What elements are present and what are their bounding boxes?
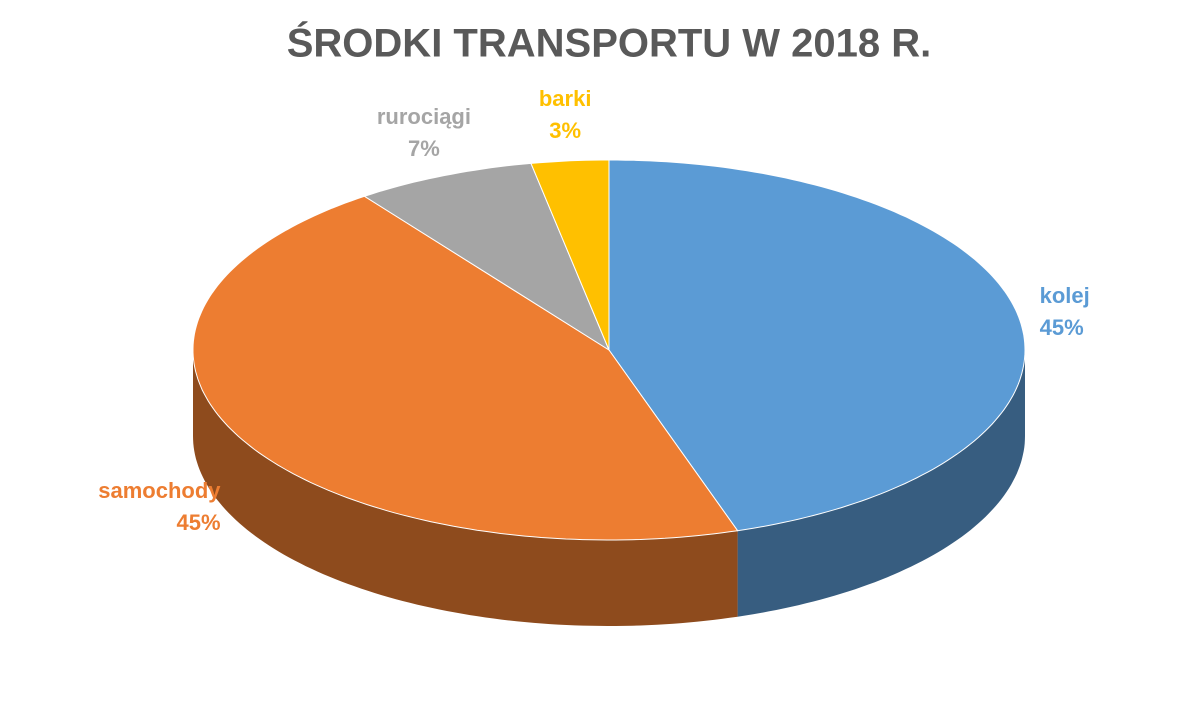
pie-slice-side [737,350,1025,617]
value-label: 45% [176,510,220,535]
data-label: kolej 45% [1040,283,1090,340]
data-label: rurociągi 7% [377,104,471,161]
category-label: barki [539,86,592,111]
value-label: 3% [549,118,581,143]
data-label: samochody 45% [98,478,221,535]
category-label: kolej [1040,283,1090,308]
pie-slice [363,162,611,352]
data-label: barki 3% [539,86,592,143]
chart-title: ŚRODKI TRANSPORTU W 2018 R. [287,20,932,66]
pie-slice-side [193,350,738,626]
pie-slice [530,159,610,351]
value-label: 7% [408,136,440,161]
pie-slice [192,195,739,541]
value-label: 45% [1040,315,1084,340]
category-label: rurociągi [377,104,471,129]
category-label: samochody [98,478,221,503]
pie-slice [608,159,1026,532]
